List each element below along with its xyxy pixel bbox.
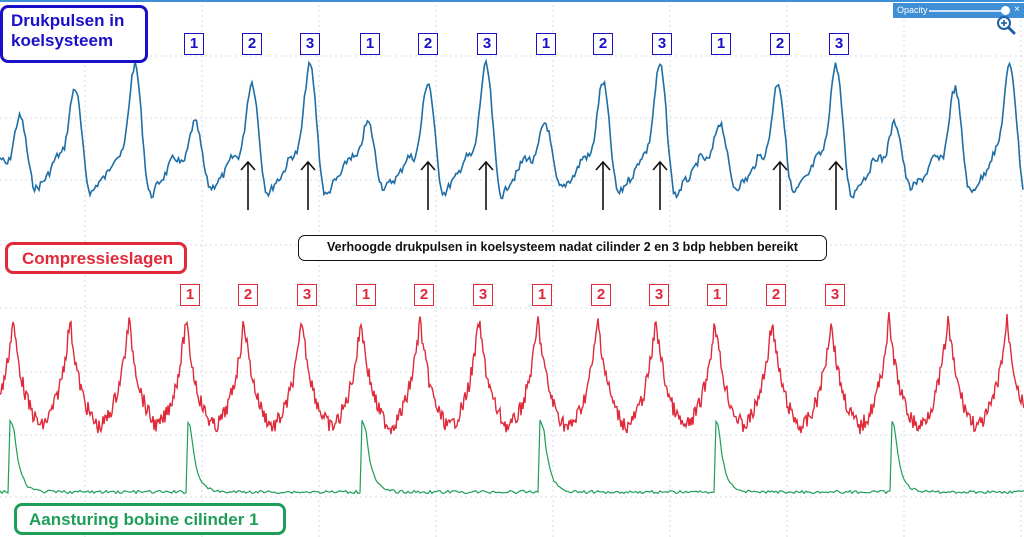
cylinder-marker: 3 <box>649 284 669 306</box>
cylinder-marker: 1 <box>360 33 380 55</box>
cylinder-marker: 2 <box>766 284 786 306</box>
up-arrow-icon <box>478 160 494 210</box>
ignition-trace <box>0 418 1024 495</box>
opacity-label: Opacity <box>897 5 928 15</box>
cylinder-marker: 2 <box>242 33 262 55</box>
cylinder-marker: 3 <box>297 284 317 306</box>
cylinder-marker: 3 <box>477 33 497 55</box>
cylinder-marker: 2 <box>418 33 438 55</box>
cylinder-marker: 3 <box>300 33 320 55</box>
close-icon[interactable]: × <box>1014 4 1020 15</box>
cylinder-marker: 3 <box>652 33 672 55</box>
cylinder-marker: 2 <box>238 284 258 306</box>
annotation-callout: Verhoogde drukpulsen in koelsysteem nada… <box>298 235 827 261</box>
up-arrow-icon <box>300 160 316 210</box>
cylinder-marker: 2 <box>770 33 790 55</box>
pressure-trace <box>0 58 1024 200</box>
cylinder-marker: 3 <box>825 284 845 306</box>
cylinder-marker: 3 <box>473 284 493 306</box>
up-arrow-icon <box>652 160 668 210</box>
arrow-annotations <box>240 160 844 210</box>
ignition-title: Aansturing bobine cilinder 1 <box>14 503 286 535</box>
up-arrow-icon <box>240 160 256 210</box>
cylinder-marker: 2 <box>593 33 613 55</box>
up-arrow-icon <box>828 160 844 210</box>
compression-title: Compressieslagen <box>5 242 187 274</box>
cylinder-marker: 1 <box>184 33 204 55</box>
cylinder-marker: 2 <box>414 284 434 306</box>
opacity-slider-thumb[interactable] <box>1001 6 1010 15</box>
cylinder-marker: 3 <box>829 33 849 55</box>
compression-trace <box>0 311 1024 435</box>
cylinder-marker: 1 <box>711 33 731 55</box>
cylinder-marker: 2 <box>591 284 611 306</box>
cylinder-marker: 1 <box>532 284 552 306</box>
up-arrow-icon <box>595 160 611 210</box>
cylinder-marker: 1 <box>536 33 556 55</box>
up-arrow-icon <box>420 160 436 210</box>
pressure-title: Drukpulsen in koelsysteem <box>0 5 148 63</box>
cylinder-marker: 1 <box>356 284 376 306</box>
up-arrow-icon <box>772 160 788 210</box>
cylinder-marker: 1 <box>180 284 200 306</box>
opacity-slider[interactable] <box>929 10 1007 12</box>
zoom-in-icon[interactable] <box>996 15 1016 35</box>
cylinder-marker: 1 <box>707 284 727 306</box>
opacity-control[interactable]: Opacity × <box>893 3 1024 18</box>
